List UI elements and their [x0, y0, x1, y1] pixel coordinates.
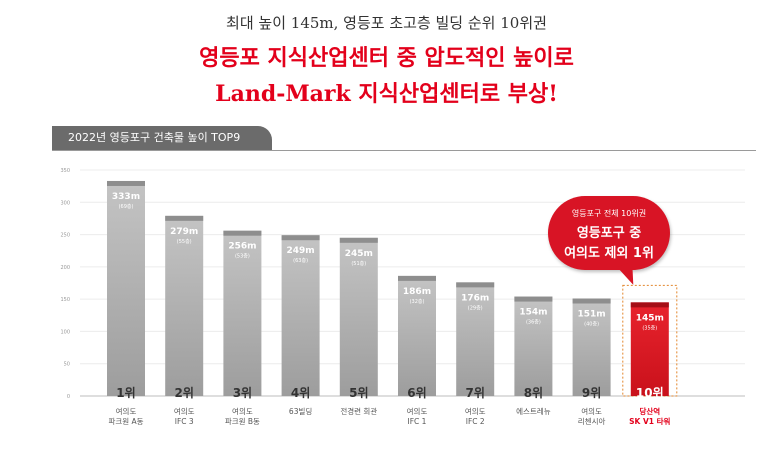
- y-tick-label: 250: [60, 233, 70, 239]
- y-tick-label: 100: [60, 329, 70, 335]
- rank-label: 8위: [524, 386, 543, 400]
- category-label: 파크원 A동: [108, 417, 143, 426]
- category-label: 여의도: [407, 406, 428, 416]
- bar: [572, 298, 611, 396]
- category-label: 리첸시아: [578, 416, 606, 426]
- category-label: IFC 1: [408, 417, 427, 426]
- category-label: 여의도: [174, 406, 195, 416]
- rank-label: 4위: [291, 386, 310, 400]
- bar-floors-label: (40층): [584, 320, 599, 327]
- bar-value-label: 279m: [170, 227, 198, 237]
- category-label: 전경련 회관: [340, 406, 377, 416]
- rank-label: 5위: [349, 386, 368, 400]
- bar-value-label: 256m: [228, 242, 256, 252]
- bar: [339, 237, 378, 396]
- y-tick-label: 150: [60, 297, 70, 303]
- category-label: 여의도: [581, 406, 602, 416]
- category-label: 여의도: [232, 406, 253, 416]
- y-tick-label: 300: [60, 200, 70, 206]
- bar-cap: [339, 237, 378, 243]
- category-label: 당산역: [639, 406, 660, 416]
- category-label: 에스트레뉴: [516, 407, 551, 416]
- bar-floors-label: (29층): [468, 304, 483, 311]
- bar-value-label: 151m: [578, 309, 606, 319]
- bar-floors-label: (36층): [526, 319, 541, 326]
- bar-value-label: 176m: [461, 293, 489, 303]
- y-tick-label: 200: [60, 265, 70, 271]
- bar-floors-label: (63층): [293, 257, 308, 264]
- bar-floors-label: (55층): [177, 238, 192, 245]
- bar-cap: [572, 298, 611, 304]
- bar-value-label: 154m: [519, 308, 547, 318]
- category-label: 여의도: [116, 406, 137, 416]
- bar: [281, 235, 320, 396]
- bar-cap: [456, 282, 495, 288]
- rank-label: 9위: [582, 386, 601, 400]
- category-label: 파크원 B동: [225, 417, 260, 426]
- rank-label: 2위: [175, 386, 194, 400]
- subtitle: 최대 높이 145m, 영등포 초고층 빌딩 순위 10위권: [226, 14, 547, 32]
- title-divider: [52, 150, 756, 151]
- bar: [398, 275, 436, 396]
- bar-cap: [107, 180, 145, 186]
- rank-label: 10위: [636, 386, 664, 400]
- callout-bubble: 영등포구 전체 10위권 영등포구 중 여의도 제외 1위: [548, 196, 670, 270]
- y-tick-label: 50: [64, 362, 70, 368]
- y-tick-label: 0: [67, 394, 70, 400]
- bar-floors-label: (35층): [642, 324, 657, 331]
- bar-cap: [514, 296, 553, 302]
- headline-1: 영등포 지식산업센터 중 압도적인 높이로: [199, 45, 574, 71]
- rank-label: 6위: [407, 386, 426, 400]
- chart-title: 2022년 영등포구 건축물 높이 TOP9: [52, 126, 272, 150]
- bar-value-label: 145m: [636, 313, 664, 323]
- bar-value-label: 186m: [403, 287, 431, 297]
- bar-floors-label: (69층): [119, 203, 134, 210]
- highlight-frame: [622, 284, 678, 397]
- headline-2: Land-Mark 지식산업센터로 부상!: [215, 81, 558, 107]
- rank-label: 7위: [466, 386, 485, 400]
- rank-label: 3위: [233, 386, 252, 400]
- rank-label: 1위: [116, 386, 135, 400]
- bar-cap: [165, 215, 204, 221]
- y-tick-label: 350: [60, 168, 70, 174]
- category-label: SK V1 타워: [629, 416, 670, 426]
- bar-floors-label: (32층): [410, 298, 425, 305]
- bar-value-label: 333m: [112, 192, 140, 202]
- bar-floors-label: (51층): [351, 260, 366, 267]
- category-label: 여의도: [465, 406, 486, 416]
- bar-floors-label: (53층): [235, 253, 250, 260]
- callout-line-3: 여의도 제외 1위: [564, 246, 654, 261]
- category-label: 63빌딩: [289, 406, 312, 416]
- bar-value-label: 245m: [345, 249, 373, 259]
- bar: [223, 230, 262, 396]
- category-label: IFC 2: [466, 417, 485, 426]
- bar-cap: [398, 275, 436, 281]
- bar-cap: [281, 235, 320, 241]
- bar: [456, 282, 495, 396]
- bar: [165, 215, 204, 396]
- category-label: IFC 3: [175, 417, 194, 426]
- bar: [630, 302, 669, 396]
- callout-line-1: 영등포구 전체 10위권: [571, 209, 647, 218]
- bar: [107, 180, 145, 396]
- bar-cap: [223, 230, 262, 236]
- bar: [514, 296, 553, 396]
- bar-cap: [630, 302, 669, 308]
- callout-line-2: 영등포구 중: [576, 226, 642, 241]
- bar-value-label: 249m: [287, 246, 315, 256]
